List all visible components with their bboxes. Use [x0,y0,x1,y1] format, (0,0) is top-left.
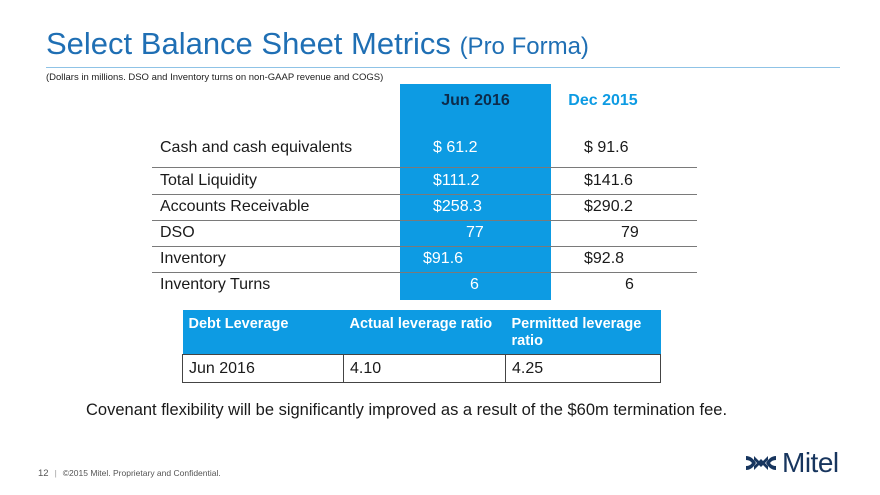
column-header-jun-2016: Jun 2016 [441,92,510,109]
page-number: 12 [38,468,49,479]
metric-row: Inventory $91.6 $92.8 [152,246,697,273]
column-header-dec-2015: Dec 2015 [568,92,638,109]
footer: 12 | ©2015 Mitel. Proprietary and Confiden… [38,468,221,479]
debt-cell: 4.25 [505,354,661,383]
covenant-note: Covenant flexibility will be significant… [86,401,728,419]
metric-row: Cash and cash equivalents $ 61.2 $ 91.6 [152,132,697,168]
title-divider [46,67,840,68]
metric-label: Inventory [160,250,226,267]
metric-label: Cash and cash equivalents [160,139,353,156]
metric-label: Inventory Turns [160,276,271,293]
metric-label: DSO [160,224,195,241]
metric-label: Total Liquidity [160,172,257,189]
mitel-logo-text: Mitel [782,447,839,478]
mitel-logo-icon [746,456,776,470]
debt-table-row: Jun 2016 4.10 4.25 [182,354,661,383]
title-main: Select Balance Sheet Metrics [46,26,451,61]
metric-label: Accounts Receivable [160,198,310,215]
page-title: Select Balance Sheet Metrics (Pro Forma) [46,26,589,62]
mitel-logo: Mitel [744,447,839,478]
highlight-column [400,84,551,300]
footer-text: ©2015 Mitel. Proprietary and Confidentia… [62,468,221,478]
debt-table-header-row: Debt Leverage Actual leverage ratio Perm… [182,310,661,355]
metric-row: Total Liquidity $111.2 $141.6 [152,168,697,195]
debt-leverage-table: Debt Leverage Actual leverage ratio Perm… [182,310,661,383]
metric-row: DSO 77 79 [152,220,697,247]
metric-row: Accounts Receivable $258.3 $290.2 [152,194,697,221]
subtitle: (Dollars in millions. DSO and Inventory … [46,72,384,83]
debt-header-cell: Debt Leverage [182,310,344,355]
metric-row: Inventory Turns 6 6 [160,276,634,293]
footer-separator: | [54,468,57,478]
debt-cell: 4.10 [343,354,506,383]
debt-cell: Jun 2016 [182,354,344,383]
debt-header-cell: Actual leverage ratio [343,310,506,355]
debt-header-cell: Permitted leverage ratio [505,310,661,355]
title-sub: (Pro Forma) [459,33,589,60]
